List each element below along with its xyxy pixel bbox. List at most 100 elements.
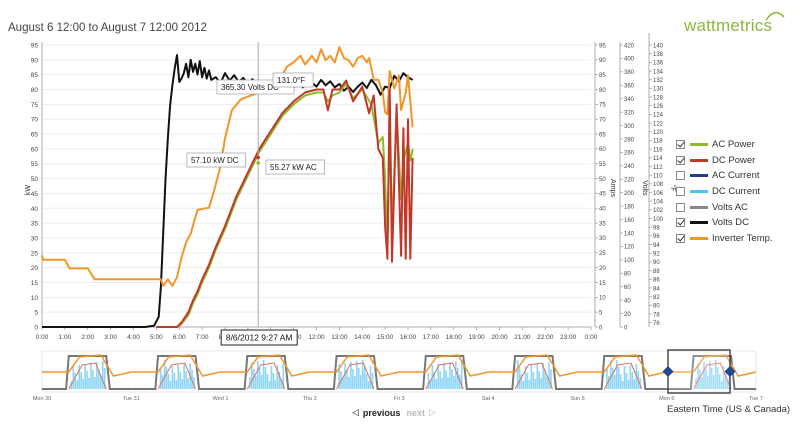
legend-checkbox[interactable] xyxy=(676,140,685,150)
overview-current-bar xyxy=(520,374,523,389)
overview-current-bar xyxy=(363,367,366,389)
legend-color-swatch xyxy=(690,205,708,209)
overview-temp-line xyxy=(131,354,221,377)
overview-current-bar xyxy=(429,380,432,389)
amps-axis-label: Amps xyxy=(609,179,616,197)
legend-item-volts-dc[interactable]: Volts DC xyxy=(676,215,773,231)
legend-checkbox[interactable] xyxy=(676,171,685,181)
legend-checkbox[interactable] xyxy=(676,233,685,243)
legend-checkbox[interactable] xyxy=(676,155,685,165)
kw-tick-label: 70 xyxy=(31,117,39,124)
kw-tick-label: 15 xyxy=(31,280,39,287)
overview-current-bar xyxy=(169,381,172,389)
amps-tick-label: 5 xyxy=(599,310,603,316)
legend-item-dc-current[interactable]: DC Current xyxy=(676,184,773,200)
overview-current-bar xyxy=(264,367,267,389)
overview-current-bar xyxy=(546,377,548,389)
overview-current-bar xyxy=(627,380,630,389)
overview-power-line xyxy=(693,362,732,390)
overview-power-line xyxy=(425,362,464,390)
previous-button[interactable]: ◁ previous xyxy=(352,407,400,418)
volts-tick-label: 80 xyxy=(624,272,631,278)
overview-temp-line xyxy=(309,354,400,377)
overview-power-line xyxy=(603,362,643,390)
overview-current-bar xyxy=(534,379,537,389)
overview-current-bar xyxy=(528,380,531,389)
overview-current-bar xyxy=(357,368,360,389)
overview-current-bar xyxy=(84,364,86,389)
amps-tick-label: 10 xyxy=(599,296,606,302)
overview-current-bar xyxy=(171,366,174,389)
volts-tick-label: 160 xyxy=(624,218,635,224)
overview-power-line xyxy=(514,362,553,390)
legend-item-ac-power[interactable]: AC Power xyxy=(676,137,773,153)
x-tick-label: 0:00 xyxy=(36,334,49,341)
kw-ac-tooltip: 55.27 kW AC xyxy=(270,163,317,172)
amps-tick-label: 45 xyxy=(599,192,606,198)
overview-current-bar xyxy=(457,368,459,389)
kw-tick-label: 95 xyxy=(31,43,39,50)
overview-selection-window xyxy=(667,349,731,394)
x-tick-label: 6:00 xyxy=(173,334,186,341)
overview-power-line xyxy=(336,362,375,390)
x-tick-label: 12:00 xyxy=(308,334,325,341)
legend-checkbox[interactable] xyxy=(676,218,685,228)
volts-tick-label: 400 xyxy=(624,57,635,63)
overview-current-bar xyxy=(268,381,271,389)
temp-tick-label: 110 xyxy=(653,173,663,179)
overview-current-bar xyxy=(181,379,184,389)
selection-handle-right[interactable] xyxy=(724,366,736,377)
amps-tick-label: 50 xyxy=(599,177,606,183)
wattmetrics-logo: wattmetrics xyxy=(684,16,773,35)
legend-label: DC Current xyxy=(712,186,761,198)
legend-item-dc-power[interactable]: DC Power xyxy=(676,153,773,169)
overview-current-bar xyxy=(611,368,614,389)
next-button[interactable]: next ▷ xyxy=(406,407,435,418)
selection-handle-left[interactable] xyxy=(662,366,674,377)
kw-tick-label: 25 xyxy=(31,250,39,257)
kw-tick-label: 60 xyxy=(31,146,39,153)
x-tick-label: 0:00 xyxy=(585,334,598,341)
legend-item-ac-current[interactable]: AC Current xyxy=(676,168,773,184)
volts-tick-label: 180 xyxy=(624,204,635,210)
x-tick-label: 13:00 xyxy=(331,334,348,341)
overview-current-bar xyxy=(258,368,261,389)
overview-current-bar xyxy=(346,370,348,389)
temp-tick-label: 118 xyxy=(653,139,663,145)
x-tick-label: 5:00 xyxy=(150,334,163,341)
temp-tick-label: 126 xyxy=(653,104,664,110)
x-tick-label: 18:00 xyxy=(446,334,463,341)
overview-current-bar xyxy=(726,380,729,389)
overview-current-bar xyxy=(441,378,443,389)
overview-current-bar xyxy=(177,365,180,389)
overview-current-bar xyxy=(451,369,453,389)
overview-current-bar xyxy=(623,366,626,389)
temp-tick-label: 98 xyxy=(653,226,660,232)
legend-item-volts-ac[interactable]: Volts AC xyxy=(676,199,773,215)
legend-item-inverter-temp[interactable]: Inverter Temp. xyxy=(676,231,773,247)
volts-tick-label: 200 xyxy=(624,191,635,197)
overview-current-bar xyxy=(722,366,725,389)
amps-tick-label: 30 xyxy=(599,236,606,242)
overview-current-bar xyxy=(453,376,455,389)
temp-tick-label: 122 xyxy=(653,121,664,127)
temp-tick-label: 112 xyxy=(653,165,663,171)
overview-current-bar xyxy=(544,370,546,389)
legend-checkbox[interactable] xyxy=(676,202,685,212)
overview-current-bar xyxy=(100,376,102,389)
x-tick-label: 1:00 xyxy=(59,334,72,341)
overview-temp-line xyxy=(399,354,489,377)
triangle-left-icon: ◁ xyxy=(352,407,359,417)
overview-current-bar xyxy=(80,372,82,389)
overview-current-bar xyxy=(355,361,358,389)
overview-current-bar xyxy=(167,374,170,389)
temp-tick-label: 80 xyxy=(653,304,660,310)
overview-current-bar xyxy=(703,362,705,389)
temp-axis-label: °F xyxy=(669,184,677,191)
overview-date-label: Thu 2 xyxy=(303,396,317,402)
overview-current-bar xyxy=(278,372,281,389)
overview-current-bar xyxy=(542,363,544,389)
x-tick-label: 7:00 xyxy=(196,334,209,341)
legend-checkbox[interactable] xyxy=(676,187,685,197)
